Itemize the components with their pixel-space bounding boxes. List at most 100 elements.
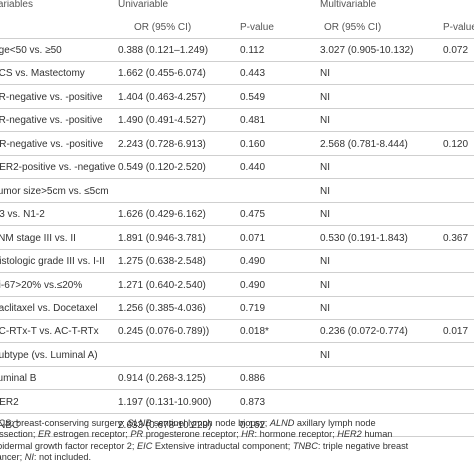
- cell-p-value: 0.443: [240, 68, 266, 80]
- table-row: TNM stage III vs. II 1.891 (0.946-3.781) 0…: [0, 229, 474, 250]
- cell-or-ci: 0.245 (0.076-0.789)): [118, 326, 210, 338]
- table-row: Subtype (vs. Luminal A) NI: [0, 346, 474, 367]
- cell-variable: Subtype (vs. Luminal A): [0, 349, 98, 361]
- abbr-text: Extensive intraductal component;: [152, 440, 293, 451]
- header-p-value: P-value: [240, 22, 274, 33]
- cell-p-value: 0.873: [240, 396, 266, 408]
- cell-m-or-ci: 3.027 (0.905-10.132): [320, 45, 414, 56]
- table-row: Tumor size>5cm vs. ≤5cm NI: [0, 182, 474, 203]
- cell-p-value: 0.162: [240, 420, 266, 432]
- cell-m-or-ci: 2.568 (0.781-8.444): [320, 138, 408, 150]
- abbr: NI: [24, 452, 34, 463]
- cell-or-ci: 1.256 (0.385-4.036): [118, 302, 206, 314]
- abbr-text: epidermal growth factor receptor 2;: [0, 440, 138, 451]
- cell-variable: TNM stage III vs. II: [0, 232, 76, 244]
- cell-m-p-value: 0.017: [443, 326, 469, 338]
- cell-variable: TNBC: [0, 420, 20, 432]
- cell-or-ci: 1.891 (0.946-3.781): [118, 232, 206, 244]
- cell-p-value: 0.490: [240, 279, 266, 291]
- cell-p-value: 0.018*: [240, 326, 269, 338]
- cell-p-value: 0.719: [240, 302, 266, 314]
- cell-m-or-ci: NI: [320, 91, 330, 103]
- header-m-or-ci: OR (95% CI): [324, 22, 382, 33]
- cell-or-ci: 0.549 (0.120-2.520): [118, 162, 206, 174]
- cell-m-or-ci: NI: [320, 349, 330, 361]
- table-row: TNBC 2.633 (0.678-10.229) 0.162: [0, 416, 474, 438]
- cell-variable: Luminal B: [0, 373, 37, 385]
- cell-m-or-ci: 0.530 (0.191-1.843): [320, 232, 408, 244]
- cell-variable: HR-negative vs. -positive: [0, 138, 104, 150]
- cell-variable: N3 vs. N1-2: [0, 209, 45, 221]
- abbr: TNBC: [292, 440, 318, 451]
- cell-or-ci: 1.404 (0.463-4.257): [118, 91, 206, 103]
- abbr-text: : hormone receptor;: [254, 429, 338, 440]
- header-variables: Variables: [0, 0, 33, 10]
- cell-m-or-ci: 0.236 (0.072-0.774): [320, 326, 408, 338]
- header-or-ci: OR (95% CI): [134, 22, 192, 33]
- cell-p-value: 0.160: [240, 138, 266, 150]
- cell-p-value: 0.886: [240, 373, 266, 385]
- table-header-sub: OR (95% CI) P-value OR (95% CI) P-value: [0, 18, 474, 39]
- table-row: HR-negative vs. -positive 2.243 (0.728-6.…: [0, 135, 474, 156]
- cell-variable: Paclitaxel vs. Docetaxel: [0, 302, 98, 314]
- footnote-line: epidermal growth factor receptor 2; EIC …: [0, 441, 472, 452]
- abbr-text: axillary lymph node: [294, 418, 376, 428]
- abbr-text: progesterone receptor;: [143, 429, 242, 440]
- cell-p-value: 0.440: [240, 162, 266, 174]
- cell-m-or-ci: NI: [320, 162, 330, 174]
- abbr-text: sentinel lymph node biopsy;: [151, 418, 270, 428]
- header-univariable: Univariable: [118, 0, 169, 10]
- cell-variable: Ki-67>20% vs.≤20%: [0, 279, 83, 291]
- cell-or-ci: 1.662 (0.455-6.074): [118, 68, 206, 80]
- cell-m-p-value: 0.120: [443, 138, 469, 150]
- table-row: AC-RTx-T vs. AC-T-RTx 0.245 (0.076-0.789)…: [0, 322, 474, 344]
- cell-m-or-ci: NI: [320, 185, 330, 197]
- table-row: N3 vs. N1-2 1.626 (0.429-6.162) 0.475 NI: [0, 205, 474, 227]
- table-row: Luminal B 0.914 (0.268-3.125) 0.886: [0, 369, 474, 391]
- cell-p-value: 0.112: [240, 45, 265, 56]
- cell-or-ci: 1.275 (0.638-2.548): [118, 256, 206, 268]
- cell-p-value: 0.549: [240, 91, 266, 103]
- cell-or-ci: 1.490 (0.491-4.527): [118, 115, 206, 127]
- cell-m-or-ci: NI: [320, 209, 330, 221]
- cell-variable: HER2: [0, 396, 19, 408]
- cell-or-ci: 1.197 (0.131-10.900): [118, 396, 212, 408]
- abbr: ER: [37, 429, 51, 440]
- table-row: Ki-67>20% vs.≤20% 1.271 (0.640-2.540) 0.49…: [0, 276, 474, 297]
- abbr-text: : breast-conserving surgery;: [10, 418, 128, 428]
- cell-m-or-ci: NI: [320, 115, 330, 127]
- cell-or-ci: 2.243 (0.728-6.913): [118, 138, 206, 150]
- abbr: ALND: [269, 418, 295, 428]
- abbr: HER2: [337, 429, 362, 440]
- cell-m-or-ci: NI: [320, 68, 330, 80]
- header-multivariable: Multivariable: [320, 0, 377, 10]
- cell-p-value: 0.490: [240, 256, 266, 268]
- table-row: BCS vs. Mastectomy 1.662 (0.455-6.074) 0.4…: [0, 64, 474, 86]
- cell-variable: PR-negative vs. -positive: [0, 115, 103, 127]
- cell-variable: HER2-positive vs. -negative: [0, 162, 116, 174]
- table-row: ER-negative vs. -positive 1.404 (0.463-4.…: [0, 88, 474, 109]
- cell-p-value: 0.481: [240, 115, 266, 127]
- cell-p-value: 0.071: [240, 232, 266, 244]
- cell-variable: BCS vs. Mastectomy: [0, 68, 85, 80]
- header-m-p-value: P-value: [443, 22, 474, 33]
- abbr-text: cancer;: [0, 452, 23, 463]
- abbr-text: estrogen receptor;: [50, 429, 131, 440]
- table-row: Age<50 vs. ≥50 0.388 (0.121–1.249) 0.112 3.…: [0, 41, 474, 62]
- footnote-line: cancer; NI: not included.: [0, 452, 472, 463]
- abbr-text: : triple negative breast: [317, 440, 409, 451]
- cell-variable: Histologic grade III vs. I-II: [0, 256, 105, 268]
- abbr: BCS: [0, 418, 11, 428]
- cell-variable: Tumor size>5cm vs. ≤5cm: [0, 185, 109, 197]
- cell-m-p-value: 0.367: [443, 232, 469, 244]
- abbr: SLNB: [127, 418, 152, 428]
- cell-p-value: 0.475: [240, 209, 266, 221]
- cell-m-or-ci: NI: [320, 279, 330, 291]
- footnote-line: dissection; ER estrogen receptor; PR pro…: [0, 429, 472, 440]
- cell-variable: AC-RTx-T vs. AC-T-RTx: [0, 326, 99, 338]
- table-row: HER2 1.197 (0.131-10.900) 0.873: [0, 393, 474, 414]
- abbr-text: human: [361, 429, 393, 440]
- table-header-top: Variables Univariable Multivariable: [0, 0, 474, 15]
- cell-or-ci: 1.271 (0.640-2.540): [118, 279, 206, 291]
- cell-variable: ER-negative vs. -positive: [0, 91, 103, 103]
